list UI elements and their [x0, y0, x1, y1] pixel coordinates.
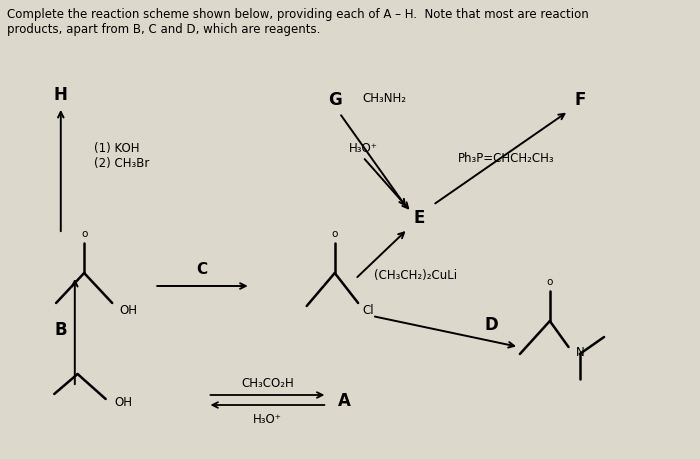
Text: H: H: [54, 86, 68, 104]
Text: CH₃CO₂H: CH₃CO₂H: [241, 377, 294, 390]
Text: H₃O⁺: H₃O⁺: [253, 413, 282, 425]
Text: A: A: [337, 391, 351, 409]
Text: Complete the reaction scheme shown below, providing each of A – H.  Note that mo: Complete the reaction scheme shown below…: [8, 8, 589, 36]
Text: (1) KOH: (1) KOH: [94, 141, 139, 154]
Text: G: G: [328, 91, 342, 109]
Text: OH: OH: [114, 396, 132, 409]
Text: B: B: [55, 320, 67, 338]
Text: N: N: [576, 345, 584, 358]
Text: o: o: [332, 229, 338, 239]
Text: Cl: Cl: [363, 304, 375, 317]
Text: D: D: [484, 315, 498, 333]
Text: o: o: [547, 276, 553, 286]
Text: CH₃NH₂: CH₃NH₂: [363, 91, 407, 104]
Text: OH: OH: [120, 303, 138, 316]
Text: E: E: [413, 208, 425, 226]
Text: Ph₃P=CHCH₂CH₃: Ph₃P=CHCH₂CH₃: [458, 151, 555, 164]
Text: H₃O⁺: H₃O⁺: [349, 141, 378, 154]
Text: (2) CH₃Br: (2) CH₃Br: [94, 156, 149, 169]
Text: C: C: [197, 262, 207, 277]
Text: F: F: [574, 91, 585, 109]
Text: (CH₃CH₂)₂CuLi: (CH₃CH₂)₂CuLi: [374, 268, 457, 281]
Text: o: o: [81, 229, 88, 239]
